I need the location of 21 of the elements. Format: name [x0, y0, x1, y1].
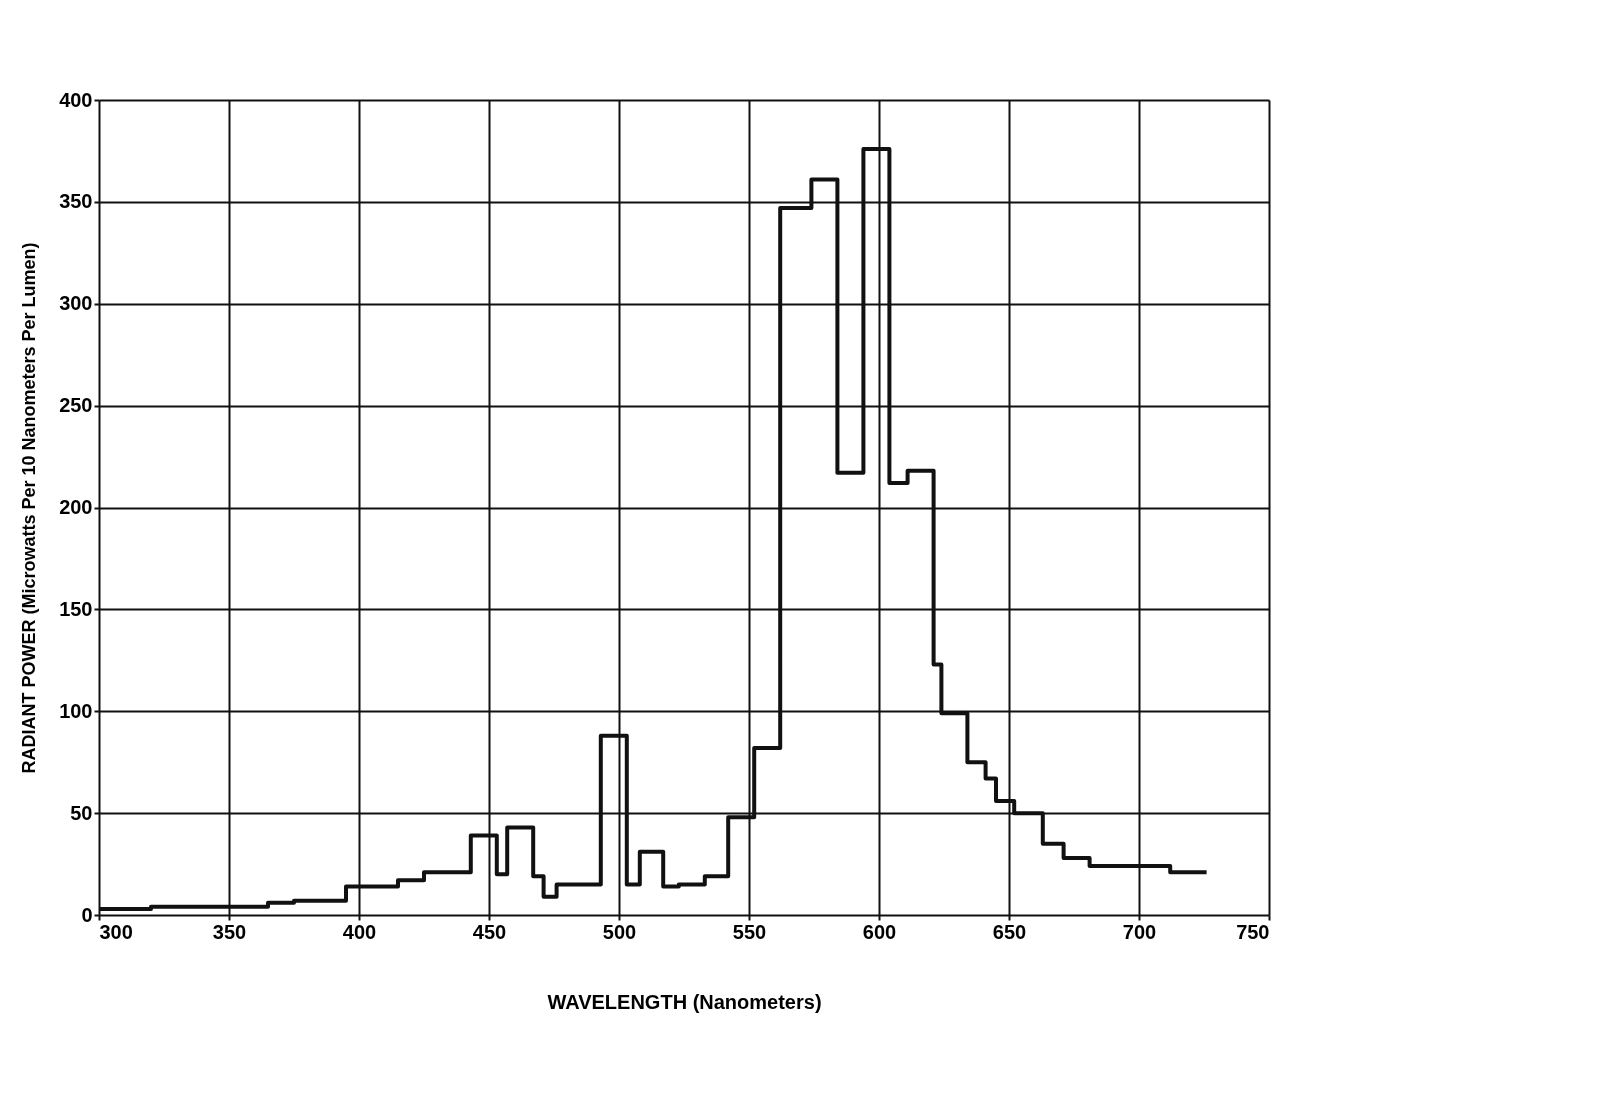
y-tick-label: 400	[59, 88, 93, 111]
y-tick-label: 350	[59, 190, 93, 213]
y-tick-label: 250	[59, 394, 93, 417]
y-tick-label: 50	[70, 801, 93, 824]
y-tick-label: 100	[59, 699, 93, 722]
x-tick-label: 550	[732, 920, 767, 943]
x-tick-label: 400	[342, 920, 377, 943]
x-tick-label: 650	[992, 920, 1027, 943]
y-axis-title: RADIANT POWER (Microwatts Per 10 Nanometers Per Lumen)	[19, 242, 40, 774]
y-tick-label: 150	[59, 597, 93, 620]
x-tick-label: 700	[1122, 920, 1157, 943]
y-tick-label: 0	[81, 903, 93, 926]
x-tick-label: 500	[602, 920, 637, 943]
x-tick-label: 350	[212, 920, 247, 943]
x-tick-label: 450	[472, 920, 507, 943]
y-tick-label: 200	[59, 496, 93, 518]
y-tick-label: 300	[59, 292, 93, 315]
x-tick-label: 600	[862, 920, 897, 943]
x-tick-label: 750	[1236, 920, 1270, 943]
x-axis-title: WAVELENGTH (Nanometers)	[547, 990, 822, 1013]
x-tick-label: 300	[99, 920, 133, 943]
